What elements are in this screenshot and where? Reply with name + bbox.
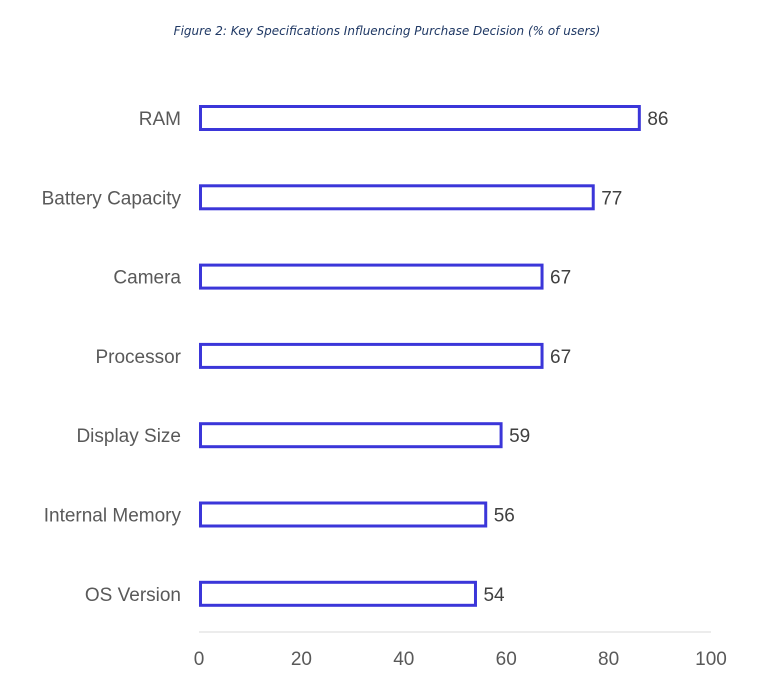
category-label-internal-memory: Internal Memory xyxy=(44,506,182,527)
bar-processor xyxy=(199,342,544,369)
category-label-camera: Camera xyxy=(113,268,181,289)
x-tick-label-100: 100 xyxy=(695,649,727,670)
bar-internal-memory xyxy=(199,501,488,528)
category-labels-group: RAM Battery Capacity Camera Processor Displa… xyxy=(42,109,182,606)
bars-group xyxy=(199,105,641,607)
category-label-os-version: OS Version xyxy=(85,585,181,606)
category-label-processor: Processor xyxy=(95,347,181,368)
bar-battery-capacity xyxy=(199,184,595,211)
category-label-ram: RAM xyxy=(139,109,181,130)
x-tick-label-60: 60 xyxy=(496,649,517,670)
chart-title: Figure 2: Key Specifications Influencing… xyxy=(173,24,601,38)
category-label-display-size: Display Size xyxy=(76,426,181,447)
bar-os-version xyxy=(199,580,477,607)
value-label-processor: 67 xyxy=(550,347,571,368)
x-tick-label-0: 0 xyxy=(194,649,205,670)
bar-ram xyxy=(199,105,641,131)
value-label-camera: 67 xyxy=(550,268,571,289)
x-tick-label-20: 20 xyxy=(291,649,312,670)
bar-camera xyxy=(199,263,544,290)
value-label-ram: 86 xyxy=(647,109,668,130)
x-tick-label-80: 80 xyxy=(598,649,619,670)
bar-display-size xyxy=(199,422,503,449)
value-label-internal-memory: 56 xyxy=(494,506,515,527)
value-label-os-version: 54 xyxy=(483,585,505,606)
category-label-battery-capacity: Battery Capacity xyxy=(42,188,182,209)
value-labels-group: 86 77 67 67 59 56 54 xyxy=(483,109,668,606)
x-tick-labels-group: 0 20 40 60 80 100 xyxy=(194,649,727,670)
x-tick-label-40: 40 xyxy=(393,649,414,670)
value-label-battery-capacity: 77 xyxy=(601,188,622,209)
value-label-display-size: 59 xyxy=(509,426,530,447)
